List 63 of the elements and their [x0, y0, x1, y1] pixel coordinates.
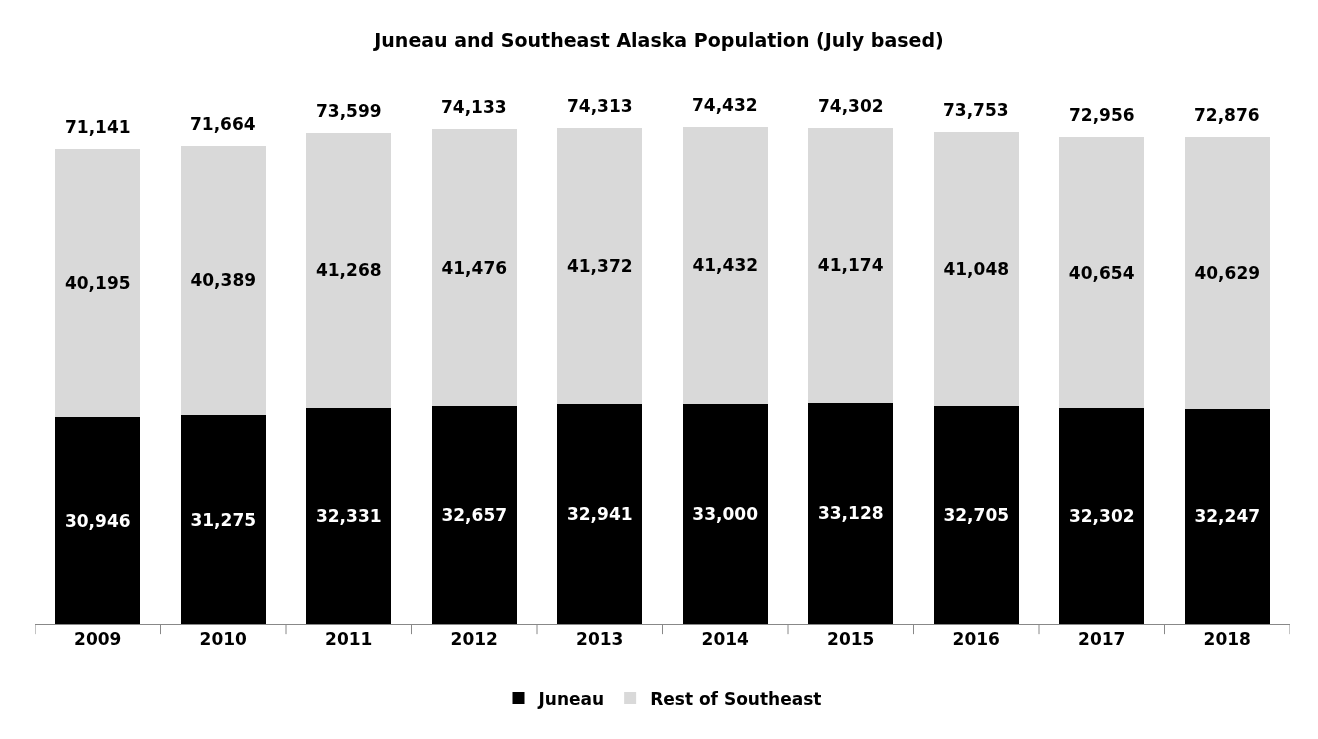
bar — [1059, 408, 1145, 624]
bar — [1184, 137, 1270, 409]
x-tick-label: 2009 — [74, 629, 122, 650]
data-label: 32,247 — [1194, 506, 1261, 527]
x-tick-label: 2018 — [1203, 629, 1251, 650]
data-label: 32,705 — [943, 504, 1010, 525]
legend-label: Juneau — [537, 688, 605, 709]
x-tick-label: 2016 — [952, 629, 1000, 650]
total-label: 71,664 — [190, 114, 256, 134]
total-label: 71,141 — [65, 117, 131, 137]
total-label: 72,956 — [1069, 105, 1135, 125]
data-label: 41,432 — [692, 255, 759, 276]
data-label: 32,941 — [566, 504, 633, 525]
data-label: 30,946 — [64, 510, 131, 531]
x-tick-label: 2013 — [576, 629, 624, 650]
bar — [55, 149, 141, 418]
chart-title: Juneau and Southeast Alaska Population (July based) — [372, 28, 944, 51]
bar — [682, 403, 768, 624]
bar — [431, 405, 517, 624]
data-label: 41,048 — [943, 258, 1010, 279]
bar — [808, 402, 894, 624]
x-tick-label: 2012 — [450, 629, 498, 650]
data-label: 41,372 — [566, 255, 633, 276]
total-label: 74,133 — [441, 97, 507, 117]
data-label: 41,268 — [315, 260, 382, 281]
data-label: 32,331 — [315, 506, 382, 527]
bar — [55, 417, 141, 624]
total-label: 74,302 — [818, 96, 884, 116]
data-label: 40,195 — [64, 273, 131, 294]
x-tick-label: 2014 — [701, 629, 750, 650]
total-label: 74,432 — [692, 95, 758, 115]
x-tick-label: 2015 — [827, 629, 875, 650]
bar — [557, 404, 643, 624]
total-label: 73,753 — [943, 100, 1009, 120]
bar — [180, 415, 266, 624]
data-label: 33,128 — [817, 503, 884, 524]
bar — [933, 131, 1019, 406]
bar — [557, 127, 643, 405]
x-tick-label: 2011 — [325, 629, 373, 650]
data-label: 40,629 — [1194, 263, 1261, 284]
bar — [933, 405, 1019, 624]
bar — [808, 127, 894, 403]
data-label: 32,657 — [441, 504, 508, 525]
legend-label: Rest of Southeast — [650, 688, 822, 709]
bar — [306, 408, 392, 624]
total-label: 72,876 — [1194, 105, 1260, 125]
data-label: 41,174 — [817, 255, 884, 276]
bar — [1184, 408, 1270, 624]
bar — [1059, 136, 1145, 409]
data-label: 41,476 — [441, 257, 508, 278]
data-label: 40,654 — [1068, 262, 1135, 283]
bar — [431, 129, 517, 406]
bar — [682, 127, 768, 404]
bar — [180, 145, 266, 416]
data-label: 40,389 — [190, 270, 257, 291]
x-tick-label: 2017 — [1078, 629, 1126, 650]
data-label: 32,302 — [1068, 506, 1135, 527]
bar — [306, 132, 392, 409]
total-label: 74,313 — [567, 96, 633, 116]
data-label: 33,000 — [692, 503, 759, 524]
data-label: 31,275 — [190, 509, 257, 530]
x-tick-label: 2010 — [199, 629, 248, 650]
total-label: 73,599 — [316, 101, 382, 121]
